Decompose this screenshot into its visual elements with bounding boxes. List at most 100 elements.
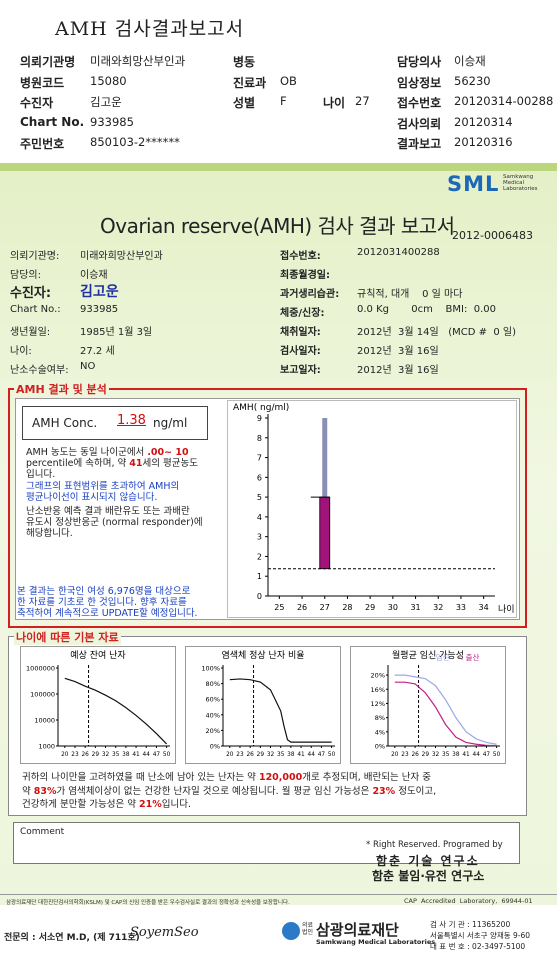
x-tick-label: 35 bbox=[442, 752, 450, 758]
footer-note: 삼광의료재단 대한진단검사의학회(KSLM) 및 CAP의 신임 인증을 받은 … bbox=[6, 900, 290, 906]
amh-section-box bbox=[8, 388, 527, 628]
chart-title: 예상 잔여 난자 bbox=[70, 649, 126, 661]
credit-lab: 함춘 기술 연구소 bbox=[376, 854, 480, 868]
text: 입니다. bbox=[161, 799, 191, 810]
info-label: 나이: bbox=[10, 346, 32, 357]
y-tick-label: 100000 bbox=[30, 691, 55, 699]
basic-section-box bbox=[8, 636, 527, 816]
field-value: 27 bbox=[355, 94, 370, 108]
x-tick-label: 41 bbox=[462, 752, 470, 758]
field-label: Chart No. bbox=[20, 114, 85, 129]
field-label: 진료과 bbox=[233, 75, 267, 90]
x-tick-label: 32 bbox=[433, 603, 443, 612]
field-label: 병동 bbox=[233, 55, 256, 69]
logo-mark bbox=[282, 922, 300, 940]
y-tick-label: 7 bbox=[257, 454, 262, 463]
x-tick-label: 26 bbox=[81, 752, 89, 758]
field-value: 933985 bbox=[90, 114, 134, 129]
y-tick-label: 100% bbox=[201, 665, 220, 673]
series-line bbox=[64, 677, 168, 745]
x-tick-label: 44 bbox=[143, 752, 151, 758]
y-tick-label: 10000 bbox=[34, 717, 55, 725]
chart-title: 월평균 임신 가능성 bbox=[392, 649, 464, 661]
field-label: 성별 bbox=[233, 96, 256, 110]
conc-label: AMH Conc. bbox=[32, 416, 98, 430]
x-tick-label: 50 bbox=[163, 752, 171, 758]
y-tick-label: 16% bbox=[371, 686, 385, 694]
highlight: 120,000 bbox=[258, 772, 303, 783]
text: 정도이고, 건강하게 분만할 가능성은 약 bbox=[22, 785, 437, 811]
info-label: 수진자: bbox=[10, 286, 52, 301]
y-tick-label: 1 bbox=[257, 572, 262, 581]
field-label: 나이 bbox=[323, 96, 346, 110]
x-tick-label: 20 bbox=[61, 752, 69, 758]
y-tick-label: 1000 bbox=[38, 743, 55, 751]
y-tick-label: 1000000 bbox=[26, 665, 55, 673]
info-value: 김고운 bbox=[80, 284, 119, 300]
info-label: 난소수술여부: bbox=[10, 365, 69, 376]
logo: SML bbox=[447, 172, 500, 196]
conc-value: 1.38 bbox=[117, 413, 146, 428]
x-tick-label: 28 bbox=[342, 603, 352, 612]
field-value: 20120314-00288 bbox=[454, 94, 554, 108]
field-label: 검사의뢰 bbox=[397, 116, 442, 131]
text: 가 염색체이상이 없는 건강한 난자일 것으로 예상됩니다. 월 평균 임신 가… bbox=[56, 785, 373, 797]
x-tick-label: 44 bbox=[308, 752, 316, 758]
field-label: 접수번호 bbox=[397, 96, 442, 110]
org-info: 검 사 기 관 : 11365200 bbox=[430, 920, 511, 929]
legend-entry: -: 출산 bbox=[458, 652, 480, 662]
x-tick-label: 41 bbox=[297, 752, 305, 758]
info-value: 미래와희망산부인과 bbox=[80, 251, 163, 262]
info-value: NO bbox=[80, 361, 96, 372]
info-label: 최종월경일: bbox=[280, 270, 330, 281]
section-heading: AMH 결과 및 분석 bbox=[14, 381, 109, 397]
field-value: 이승재 bbox=[454, 54, 486, 68]
info-label: 보고일자: bbox=[280, 365, 321, 376]
x-tick-label: 26 bbox=[297, 603, 307, 612]
info-value: 규칙적, 대개 0 일 마다 bbox=[357, 289, 463, 300]
y-tick-label: 0% bbox=[210, 743, 220, 751]
y-tick-label: 2 bbox=[257, 552, 262, 561]
text: 귀하의 나이만을 고려하였을 때 난소에 남아 있는 난자는 약 bbox=[22, 772, 259, 783]
x-tick-label: 20 bbox=[226, 752, 234, 758]
section-heading: 나이에 따른 기본 자료 bbox=[14, 629, 121, 645]
info-value: 933985 bbox=[80, 304, 119, 315]
x-tick-label: 29 bbox=[92, 752, 100, 758]
conc-unit: ng/ml bbox=[153, 416, 188, 430]
x-tick-label: 32 bbox=[102, 752, 110, 758]
y-tick-label: 0% bbox=[375, 743, 385, 751]
highlight: 41 bbox=[129, 458, 143, 469]
y-tick-label: 80% bbox=[206, 680, 220, 688]
conc-box bbox=[22, 406, 208, 440]
report-number: 2012-0006483 bbox=[452, 229, 533, 242]
y-axis-label: AMH( ng/ml) bbox=[233, 403, 289, 413]
y-tick-label: 8 bbox=[257, 434, 262, 443]
org-tag: 의료법인 bbox=[302, 922, 314, 936]
y-tick-label: 3 bbox=[257, 533, 262, 542]
field-label: 주민번호 bbox=[20, 137, 65, 151]
x-tick-label: 35 bbox=[112, 752, 120, 758]
report-band bbox=[0, 163, 557, 171]
info-value: 2012년 3월 14일 (MCD # 0 일) bbox=[357, 327, 516, 338]
field-value: 850103-2****** bbox=[90, 135, 180, 149]
report-title: Ovarian reserve(AMH) 검사 결과 보고서 bbox=[100, 214, 455, 238]
y-tick-label: 4 bbox=[257, 513, 262, 522]
field-label: 수진자 bbox=[20, 96, 54, 110]
info-label: 과거생리습관: bbox=[280, 289, 340, 300]
field-label: 결과보고 bbox=[397, 137, 442, 151]
y-tick-label: 60% bbox=[206, 696, 220, 704]
org-name: 삼광의료재단 bbox=[316, 921, 399, 939]
comment-box bbox=[13, 822, 520, 864]
doctor: 전문의 : 서소연 M.D, (제 711호) bbox=[4, 933, 140, 943]
logo-sub: Medical bbox=[503, 180, 525, 186]
x-tick-label: 30 bbox=[388, 603, 398, 612]
field-value: 20120316 bbox=[454, 135, 513, 149]
summary: 귀하의 나이만을 고려하였을 때 난소에 남아 있는 난자는 약 120,000… bbox=[22, 771, 436, 812]
x-tick-label: 29 bbox=[365, 603, 375, 612]
y-tick-label: 20% bbox=[206, 727, 220, 735]
amh-note: 그래프의 표현범위를 초과하여 AMH의 평균나이선이 표시되지 않습니다. bbox=[26, 481, 180, 503]
credit: * Right Reserved. Programed by bbox=[366, 840, 503, 850]
info-value: 1985년 1월 3일 bbox=[80, 327, 153, 338]
